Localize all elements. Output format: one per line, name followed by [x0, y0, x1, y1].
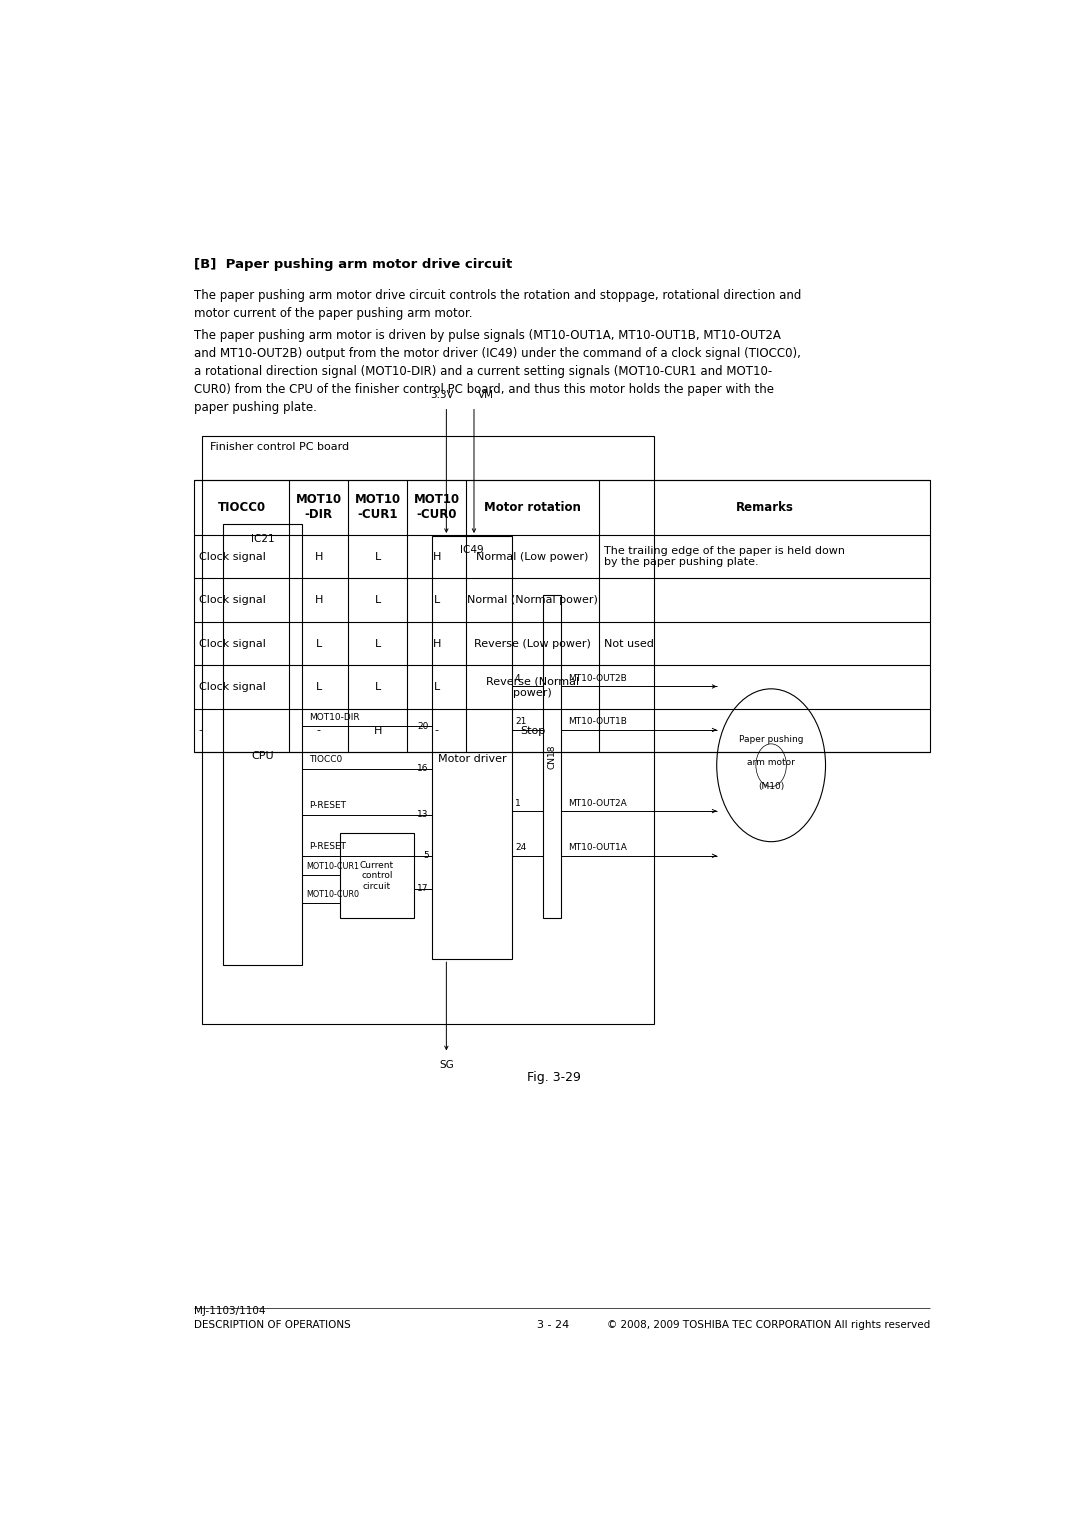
Text: 1: 1 — [515, 799, 521, 808]
Text: 20: 20 — [417, 722, 429, 731]
Text: MT10-OUT2B: MT10-OUT2B — [568, 673, 626, 683]
Text: CPU: CPU — [252, 751, 274, 762]
Text: The paper pushing arm motor drive circuit controls the rotation and stoppage, ro: The paper pushing arm motor drive circui… — [193, 289, 801, 321]
Text: L: L — [375, 683, 381, 692]
Text: 16: 16 — [417, 765, 429, 773]
Text: L: L — [375, 638, 381, 649]
Text: L: L — [375, 551, 381, 562]
Text: -: - — [199, 725, 203, 736]
Text: MT10-OUT2A: MT10-OUT2A — [568, 799, 626, 808]
Text: MOT10
-CUR1: MOT10 -CUR1 — [354, 493, 401, 521]
Text: H: H — [432, 551, 441, 562]
Text: Finisher control PC board: Finisher control PC board — [211, 441, 350, 452]
Text: Reverse (Normal
power): Reverse (Normal power) — [486, 676, 579, 698]
Text: H: H — [374, 725, 382, 736]
Bar — [202, 437, 654, 1025]
Text: 3.3V: 3.3V — [430, 389, 454, 400]
Text: (M10): (M10) — [758, 782, 784, 791]
Text: H: H — [314, 596, 323, 605]
Text: Stop: Stop — [519, 725, 545, 736]
Text: -: - — [434, 725, 438, 736]
Text: MOT10
-DIR: MOT10 -DIR — [296, 493, 342, 521]
Text: Clock signal: Clock signal — [199, 596, 266, 605]
Text: [B]  Paper pushing arm motor drive circuit: [B] Paper pushing arm motor drive circui… — [193, 258, 512, 272]
Text: TIOCC0: TIOCC0 — [309, 754, 342, 764]
Text: H: H — [432, 638, 441, 649]
Text: MT10-OUT1A: MT10-OUT1A — [568, 843, 626, 852]
Text: 13: 13 — [417, 811, 429, 818]
Text: arm motor: arm motor — [747, 759, 795, 768]
Text: 24: 24 — [515, 843, 526, 852]
Bar — [222, 524, 302, 965]
Text: Clock signal: Clock signal — [199, 551, 266, 562]
Text: 4: 4 — [515, 673, 521, 683]
Text: P-RESET: P-RESET — [309, 841, 346, 851]
Text: L: L — [315, 683, 322, 692]
Bar — [542, 596, 561, 918]
Text: L: L — [433, 596, 440, 605]
Text: Motor driver: Motor driver — [437, 754, 507, 765]
Text: Clock signal: Clock signal — [199, 683, 266, 692]
Text: IC21: IC21 — [251, 533, 274, 544]
Text: The trailing edge of the paper is held down
by the paper pushing plate.: The trailing edge of the paper is held d… — [604, 545, 845, 568]
Bar — [340, 834, 414, 918]
Text: Normal (Normal power): Normal (Normal power) — [467, 596, 598, 605]
Text: 17: 17 — [417, 884, 429, 893]
Text: L: L — [433, 683, 440, 692]
Text: L: L — [315, 638, 322, 649]
Text: MOT10-DIR: MOT10-DIR — [309, 713, 360, 722]
Text: MT10-OUT1B: MT10-OUT1B — [568, 718, 626, 727]
Text: SG: SG — [438, 1060, 454, 1070]
Text: Normal (Low power): Normal (Low power) — [476, 551, 589, 562]
Text: Fig. 3-29: Fig. 3-29 — [527, 1070, 580, 1084]
Text: -: - — [316, 725, 321, 736]
Text: Paper pushing: Paper pushing — [739, 734, 804, 744]
Bar — [193, 479, 930, 753]
Text: Motor rotation: Motor rotation — [484, 501, 581, 513]
Text: MOT10
-CUR0: MOT10 -CUR0 — [414, 493, 460, 521]
Text: MOT10-CUR1: MOT10-CUR1 — [307, 863, 360, 870]
Text: Not used: Not used — [604, 638, 653, 649]
Text: H: H — [314, 551, 323, 562]
Text: L: L — [375, 596, 381, 605]
Text: IC49: IC49 — [460, 545, 484, 556]
Text: VM: VM — [478, 389, 495, 400]
Text: 3 - 24: 3 - 24 — [538, 1319, 569, 1330]
Text: Current
control
circuit: Current control circuit — [360, 861, 394, 890]
Text: Remarks: Remarks — [735, 501, 794, 513]
Text: CN18: CN18 — [548, 744, 556, 768]
Text: Clock signal: Clock signal — [199, 638, 266, 649]
Text: MJ-1103/1104
DESCRIPTION OF OPERATIONS: MJ-1103/1104 DESCRIPTION OF OPERATIONS — [193, 1306, 350, 1330]
Bar — [432, 536, 512, 959]
Text: The paper pushing arm motor is driven by pulse signals (MT10-OUT1A, MT10-OUT1B, : The paper pushing arm motor is driven by… — [193, 328, 800, 414]
Text: TIOCC0: TIOCC0 — [217, 501, 266, 513]
Text: 21: 21 — [515, 718, 526, 727]
Text: © 2008, 2009 TOSHIBA TEC CORPORATION All rights reserved: © 2008, 2009 TOSHIBA TEC CORPORATION All… — [607, 1319, 930, 1330]
Text: Reverse (Low power): Reverse (Low power) — [474, 638, 591, 649]
Text: 5: 5 — [423, 851, 429, 860]
Text: P-RESET: P-RESET — [309, 802, 346, 809]
Text: MOT10-CUR0: MOT10-CUR0 — [307, 890, 360, 899]
